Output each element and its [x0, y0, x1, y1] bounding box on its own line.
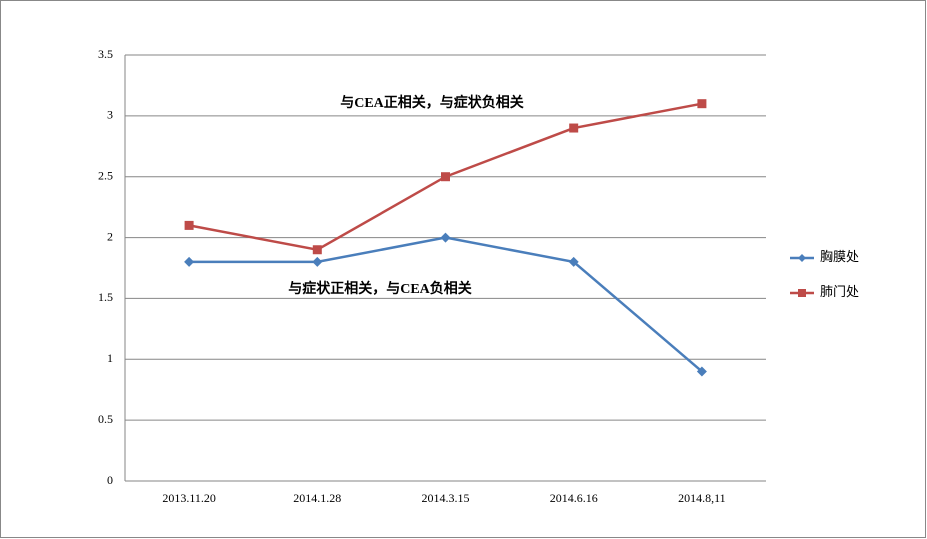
legend-marker — [798, 289, 806, 297]
y-tick-label: 0 — [107, 473, 113, 487]
legend-marker — [798, 254, 806, 262]
marker — [184, 220, 194, 230]
marker — [184, 256, 195, 267]
marker — [568, 256, 579, 267]
marker — [697, 99, 707, 109]
annotation: 与症状正相关，与CEA负相关 — [288, 280, 472, 297]
y-tick-label: 2.5 — [98, 168, 113, 182]
y-tick-label: 2 — [107, 229, 113, 243]
legend-label: 肺门处 — [820, 284, 859, 299]
x-tick-label: 2014.3.15 — [422, 491, 470, 505]
x-tick-label: 2014.1.28 — [293, 491, 341, 505]
y-tick-label: 1.5 — [98, 290, 113, 304]
marker — [312, 245, 322, 255]
x-tick-label: 2013.11.20 — [162, 491, 216, 505]
y-tick-label: 0.5 — [98, 412, 113, 426]
annotation: 与CEA正相关，与症状负相关 — [340, 94, 524, 111]
y-tick-label: 3.5 — [98, 47, 113, 61]
marker — [696, 366, 707, 377]
marker — [440, 232, 451, 243]
marker — [569, 123, 579, 133]
marker — [312, 256, 323, 267]
x-tick-label: 2014.8,11 — [678, 491, 726, 505]
marker — [441, 172, 450, 182]
y-tick-label: 3 — [107, 108, 113, 122]
x-tick-label: 2014.6.16 — [550, 491, 598, 505]
legend-label: 胸膜处 — [820, 249, 859, 264]
y-tick-label: 1 — [107, 351, 113, 365]
